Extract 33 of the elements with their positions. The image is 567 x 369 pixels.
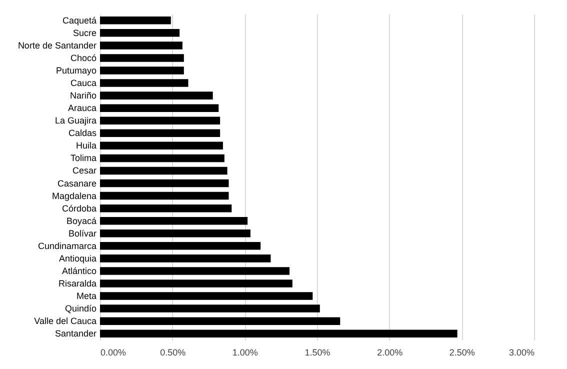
y-tick-label: Cauca	[70, 78, 96, 88]
y-tick-label: Caquetá	[62, 15, 96, 26]
y-tick-label: Córdoba	[62, 203, 96, 214]
y-tick-label: Antioquia	[58, 253, 96, 264]
x-tick-label: 1.00%	[232, 348, 258, 358]
y-tick-label: Meta	[76, 291, 96, 302]
y-tick-label: Sucre	[72, 28, 96, 38]
y-tick-label: Casanare	[57, 178, 96, 188]
y-tick-label: Norte de Santander	[18, 40, 96, 50]
y-tick-label: Risaralda	[58, 278, 96, 288]
y-tick-label: Arauca	[68, 103, 96, 114]
y-tick-label: Putumayo	[56, 66, 96, 76]
y-tick-label: Boyacá	[66, 216, 96, 226]
x-tick-label: 2.00%	[377, 348, 403, 358]
x-tick-label: 3.00%	[508, 348, 534, 358]
y-tick-label: Magdalena	[52, 190, 96, 201]
y-tick-label: La Guajira	[54, 116, 96, 126]
x-tick-label: 1.50%	[304, 348, 330, 358]
y-tick-label: Cundinamarca	[38, 240, 96, 251]
x-tick-label: 2.50%	[449, 348, 475, 358]
y-tick-label: Tolima	[70, 153, 96, 164]
x-tick-label: 0.50%	[160, 348, 186, 358]
y-tick-label: Nariño	[70, 90, 96, 101]
y-tick-label: Huila	[76, 140, 96, 151]
x-tick-label: 0.00%	[100, 348, 126, 358]
y-tick-label: Cesar	[72, 166, 96, 176]
y-tick-label: Chocó	[70, 52, 96, 63]
y-tick-label: Caldas	[68, 128, 97, 138]
y-tick-label: Atlántico	[62, 266, 96, 276]
y-tick-label: Valle del Cauca	[34, 316, 96, 326]
y-tick-label: Santander	[54, 328, 96, 339]
y-tick-label: Quindío	[64, 304, 96, 314]
y-tick-label: Bolívar	[68, 228, 96, 238]
